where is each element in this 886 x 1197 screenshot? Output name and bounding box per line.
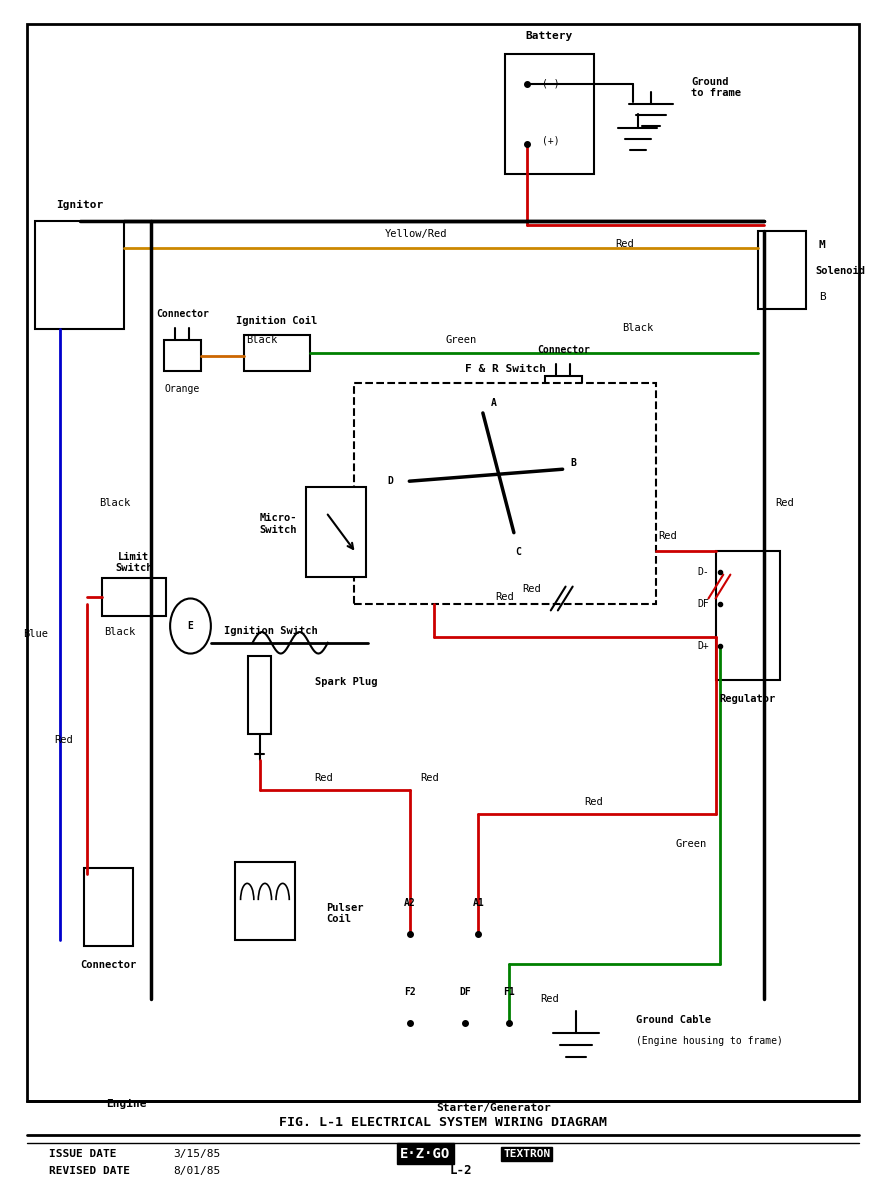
- Text: Red: Red: [420, 773, 439, 783]
- Bar: [505, 54, 594, 174]
- Text: Black: Black: [622, 323, 654, 333]
- Text: Red: Red: [584, 797, 603, 807]
- Text: Red: Red: [522, 584, 541, 594]
- Text: Connector: Connector: [81, 960, 136, 970]
- Bar: [368, 796, 620, 1089]
- Text: Green: Green: [675, 839, 707, 849]
- Text: A1: A1: [472, 898, 485, 907]
- Bar: [545, 376, 582, 407]
- Text: Spark Plug: Spark Plug: [315, 678, 377, 687]
- Text: (Engine housing to frame): (Engine housing to frame): [636, 1037, 783, 1046]
- Bar: [248, 656, 271, 734]
- Text: Ignition Switch: Ignition Switch: [224, 626, 318, 636]
- Bar: [758, 231, 806, 309]
- Text: Blue: Blue: [23, 630, 48, 639]
- Text: C: C: [516, 547, 521, 557]
- Text: Micro-
Switch: Micro- Switch: [260, 514, 297, 535]
- Text: Ignitor: Ignitor: [56, 200, 104, 209]
- Bar: [35, 221, 124, 329]
- Text: B: B: [819, 292, 826, 302]
- Text: ISSUE DATE: ISSUE DATE: [49, 1149, 116, 1159]
- Text: Starter/Generator: Starter/Generator: [437, 1104, 551, 1113]
- Bar: [80, 718, 399, 1089]
- Bar: [164, 340, 201, 371]
- Text: FIG. L-1 ELECTRICAL SYSTEM WIRING DIAGRAM: FIG. L-1 ELECTRICAL SYSTEM WIRING DIAGRA…: [279, 1117, 607, 1129]
- Text: L-2: L-2: [449, 1165, 472, 1177]
- Bar: [244, 335, 310, 371]
- Text: F2: F2: [404, 988, 416, 997]
- Text: Red: Red: [540, 995, 559, 1004]
- Text: Red: Red: [775, 498, 794, 508]
- Text: F1: F1: [503, 988, 516, 997]
- Text: 3/15/85: 3/15/85: [173, 1149, 220, 1159]
- Text: REVISED DATE: REVISED DATE: [49, 1166, 129, 1175]
- Text: Regulator: Regulator: [719, 694, 776, 704]
- Text: Red: Red: [615, 239, 634, 249]
- Text: Black: Black: [99, 498, 131, 508]
- Text: TEXTRON: TEXTRON: [503, 1149, 550, 1159]
- Text: Connector: Connector: [537, 345, 590, 354]
- Text: M: M: [819, 241, 826, 250]
- Text: Solenoid: Solenoid: [815, 266, 865, 275]
- Text: Pulser
Coil: Pulser Coil: [326, 903, 363, 924]
- Text: Ground
to frame: Ground to frame: [691, 77, 741, 98]
- Text: Black: Black: [104, 627, 136, 637]
- Text: Red: Red: [657, 531, 677, 541]
- Text: (-): (-): [542, 79, 560, 89]
- Text: D: D: [387, 476, 392, 486]
- Text: Yellow/Red: Yellow/Red: [385, 229, 447, 239]
- Text: E: E: [188, 621, 193, 631]
- Text: D+: D+: [697, 642, 709, 651]
- Text: Green: Green: [445, 335, 477, 345]
- Text: Engine: Engine: [106, 1099, 147, 1108]
- Bar: [306, 487, 366, 577]
- Text: DF: DF: [697, 600, 709, 609]
- Text: 8/01/85: 8/01/85: [173, 1166, 220, 1175]
- Text: E·Z·GO: E·Z·GO: [400, 1147, 450, 1161]
- Text: Limit
Switch: Limit Switch: [115, 552, 152, 573]
- Bar: [235, 862, 295, 940]
- Text: Black: Black: [245, 335, 277, 345]
- Text: A: A: [491, 399, 496, 408]
- Text: D-: D-: [697, 567, 709, 577]
- Bar: [102, 578, 166, 616]
- Text: F & R Switch: F & R Switch: [464, 364, 546, 373]
- Text: DF: DF: [459, 988, 471, 997]
- Text: A2: A2: [404, 898, 416, 907]
- Text: Ground Cable: Ground Cable: [636, 1015, 711, 1025]
- Text: Ignition Coil: Ignition Coil: [237, 316, 317, 326]
- Text: Red: Red: [314, 773, 333, 783]
- Text: (+): (+): [542, 135, 560, 145]
- Text: Orange: Orange: [165, 384, 200, 394]
- Bar: [354, 383, 656, 604]
- Text: Connector: Connector: [156, 309, 209, 318]
- Text: Red: Red: [54, 735, 73, 745]
- Text: B: B: [571, 458, 576, 468]
- Text: Red: Red: [495, 593, 515, 602]
- Bar: [716, 551, 780, 680]
- Text: Battery: Battery: [525, 31, 573, 41]
- Bar: [84, 868, 133, 946]
